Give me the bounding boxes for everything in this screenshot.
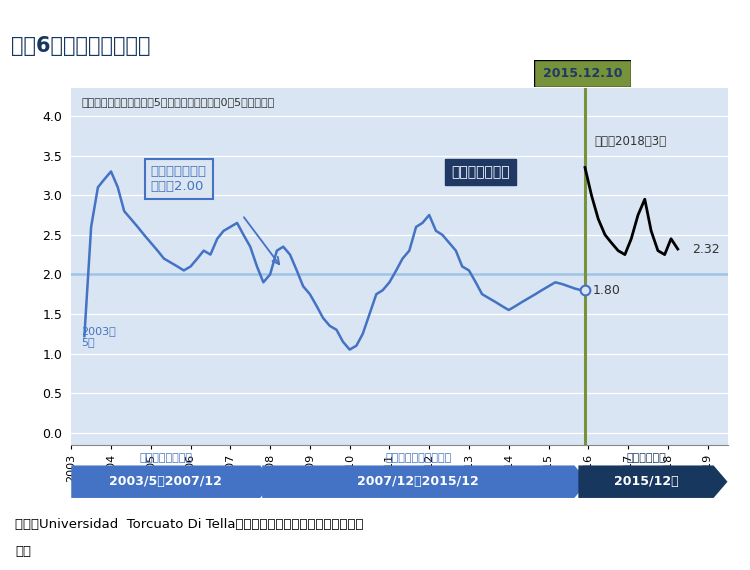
Polygon shape [262,466,588,498]
Text: 2003/5～2007/12: 2003/5～2007/12 [110,475,222,488]
Text: （電話による世論調査。5つの評価項目につき0～5点で回答）: （電話による世論調査。5つの評価項目につき0～5点で回答） [81,97,274,107]
Text: 直近値2018年3月: 直近値2018年3月 [594,135,667,148]
FancyBboxPatch shape [534,60,632,87]
Text: 図表6　政府信頼感指数: 図表6 政府信頼感指数 [11,36,151,56]
Polygon shape [71,466,274,498]
Text: 出所：Universidad  Torcuato Di Tellaのデータを基に三井物産戦略研究所: 出所：Universidad Torcuato Di Tellaのデータを基に三… [15,518,364,531]
Text: 2003年
5月: 2003年 5月 [81,326,116,348]
Text: キルチネル時代
平均：2.00: キルチネル時代 平均：2.00 [151,165,207,193]
Text: 2015/12～: 2015/12～ [614,475,678,488]
Text: 2007/12～2015/12: 2007/12～2015/12 [358,475,479,488]
Text: マクリ政権発足: マクリ政権発足 [451,165,510,179]
Text: 1.80: 1.80 [592,284,620,297]
Text: 2015.12.10: 2015.12.10 [543,67,622,80]
Text: 作成: 作成 [15,545,31,558]
Polygon shape [578,466,728,498]
Text: キルチネル大統領: キルチネル大統領 [140,453,192,463]
Text: マクリ大統領: マクリ大統領 [626,453,666,463]
Text: 2.32: 2.32 [692,243,719,255]
Text: フェルナンデス大統領: フェルナンデス大統領 [386,453,452,463]
